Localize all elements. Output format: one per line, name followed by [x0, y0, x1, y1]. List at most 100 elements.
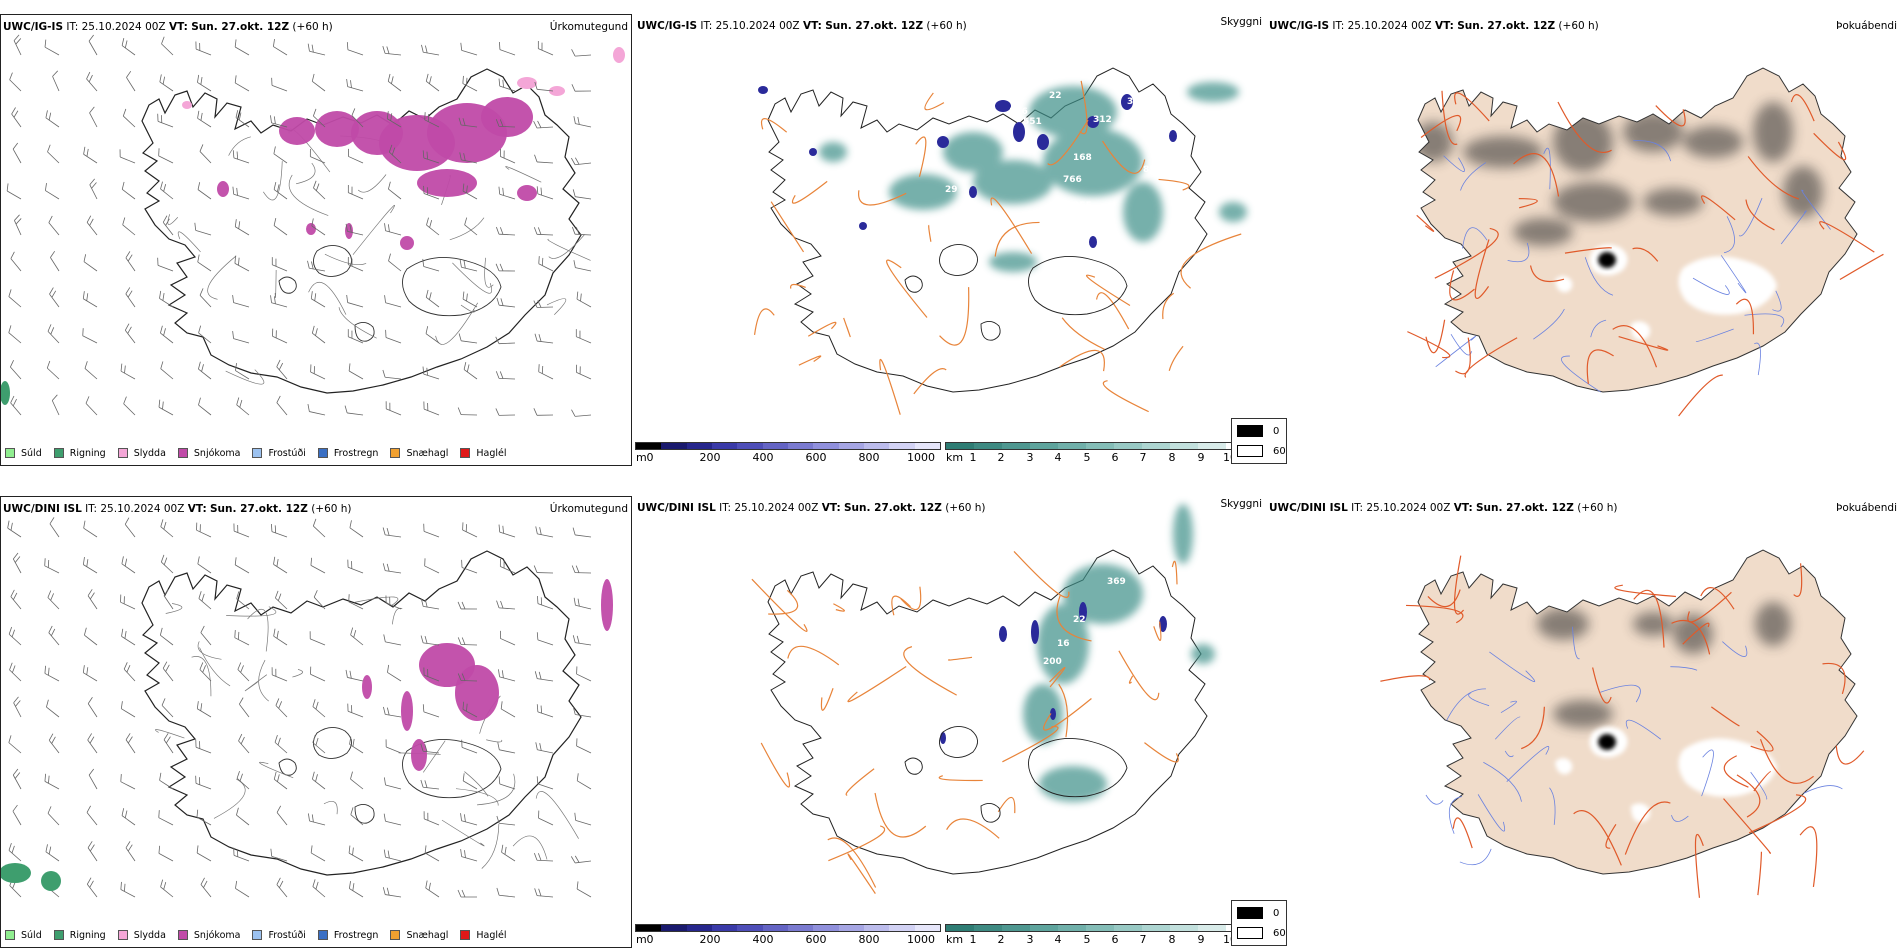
colorbar-cell — [889, 925, 915, 931]
colorbar-cell — [686, 443, 712, 449]
road-network — [1407, 90, 1884, 417]
colorbar-cell — [661, 925, 687, 931]
colorbar-cell — [1142, 443, 1170, 449]
colorbar-cell — [1002, 443, 1030, 449]
colorbar-cell — [813, 925, 839, 931]
legend-label: Súld — [21, 447, 42, 459]
panel-title: Þokuábendi — [1836, 20, 1897, 32]
colorbar-tick: 200 — [699, 451, 721, 464]
vt-label: VT: — [802, 20, 822, 32]
sleet-areas — [182, 47, 625, 109]
it-value: 25.10.2024 00Z — [100, 503, 185, 515]
colorbar-cells — [635, 924, 941, 932]
visibility-value-label: 369 — [1107, 577, 1126, 587]
road-network — [1380, 555, 1865, 898]
colorbar-cell — [1058, 925, 1086, 931]
river-network — [1425, 626, 1843, 866]
model-name: UWC/IG-IS — [3, 21, 64, 33]
map-panel-visibility-row1: UWC/DINI ISL IT: 25.10.2024 00Z VT: Sun.… — [635, 496, 1265, 948]
colorbar-cell — [838, 925, 864, 931]
colorbar-tick: 5 — [1083, 451, 1091, 464]
map-canvas — [1380, 549, 1865, 898]
legend-swatch — [1237, 425, 1263, 437]
run-header: UWC/DINI ISL IT: 25.10.2024 00Z VT: Sun.… — [637, 502, 986, 514]
visibility-value-label: 766 — [1063, 175, 1082, 185]
colorbar-cell — [1170, 443, 1198, 449]
vt-value: Sun. 27.okt. 12Z — [844, 502, 942, 514]
colorbar-cell — [838, 443, 864, 449]
legend-label: Frostúði — [268, 929, 306, 941]
legend-swatch — [177, 448, 188, 458]
colorbar-cell — [863, 925, 890, 931]
low-visibility-m — [758, 86, 1177, 248]
fog-core — [1598, 252, 1616, 268]
colorbar-cell — [737, 925, 763, 931]
colorbar-tick: 3 — [1026, 933, 1034, 946]
fog-core — [1598, 734, 1616, 750]
precip-type-legend: Súld Rigning Slydda Snjókoma Frostúði Frostre… — [5, 445, 519, 461]
legend-item: Frostregn — [317, 448, 378, 459]
panel-title: Skyggni — [1220, 498, 1263, 510]
legend-item: Rigning — [53, 448, 106, 459]
visibility-value-label: 168 — [1073, 153, 1092, 163]
map-canvas — [1, 34, 625, 417]
wind-barbs — [6, 34, 592, 417]
colorbar-cells — [945, 442, 1255, 450]
legend-swatch — [53, 930, 64, 940]
colorbar-cell — [787, 925, 814, 931]
panel-title: Úrkomutegund — [549, 503, 628, 515]
legend-label: Haglél — [476, 929, 507, 941]
legend-label: 0 — [1273, 907, 1280, 919]
legend-swatch — [317, 930, 328, 940]
colorbar-cell — [863, 443, 890, 449]
iceland-coastline — [1417, 549, 1858, 875]
map-panel-fog-row1: UWC/DINI ISL IT: 25.10.2024 00Z VT: Sun.… — [1231, 496, 1900, 948]
colorbar-tick: 800 — [858, 451, 880, 464]
legend-item: Slydda — [117, 448, 166, 459]
colorbar-unit: km — [946, 933, 964, 946]
visibility-m-colorbar: m 0 200 400 600 800 1000 — [635, 442, 941, 468]
vt-label: VT: — [1434, 20, 1454, 32]
panel-title: Skyggni — [1220, 16, 1263, 28]
legend-label: Snæhagl — [406, 447, 449, 459]
colorbar-cell — [762, 443, 788, 449]
model-name: UWC/DINI ISL — [1269, 502, 1348, 514]
colorbar-tick: 4 — [1054, 451, 1062, 464]
colorbar-cell — [946, 925, 974, 931]
legend-swatch — [53, 448, 64, 458]
it-label: IT: — [1351, 502, 1364, 514]
colorbar-cell — [1198, 925, 1226, 931]
colorbar-tick: 2 — [997, 451, 1005, 464]
colorbar-tick: 0 — [646, 933, 654, 946]
low-visibility-km — [1023, 504, 1215, 802]
colorbar-cell — [946, 443, 974, 449]
legend-item: 60 — [1237, 927, 1286, 939]
it-value: 25.10.2024 00Z — [81, 21, 166, 33]
legend-label: Snjókoma — [193, 929, 241, 941]
colorbar-cell — [1114, 925, 1142, 931]
lead-time: (+60 h) — [311, 503, 352, 515]
colorbar-unit: m — [636, 933, 647, 946]
legend-label: 60 — [1273, 445, 1286, 457]
lead-time: (+60 h) — [1558, 20, 1599, 32]
legend-item: Frostúði — [252, 448, 306, 459]
colorbar-cell — [813, 443, 839, 449]
vt-value: Sun. 27.okt. 12Z — [191, 21, 290, 33]
colorbar-tick: 6 — [1111, 933, 1119, 946]
colorbar-cell — [1058, 443, 1086, 449]
iceland-coastline — [1417, 67, 1858, 393]
run-header: UWC/IG-IS IT: 25.10.2024 00Z VT: Sun. 27… — [1269, 20, 1599, 32]
legend-swatch — [117, 448, 128, 458]
legend-item: 60 — [1237, 445, 1286, 457]
colorbar-tick: 1 — [969, 933, 977, 946]
visibility-m-colorbar: m 0 200 400 600 800 1000 — [635, 924, 941, 950]
legend-swatch — [390, 930, 401, 940]
legend-item: Snjókoma — [177, 929, 241, 941]
vt-value: Sun. 27.okt. 12Z — [1476, 502, 1574, 514]
colorbar-tick: 600 — [805, 933, 827, 946]
legend-swatch — [1237, 445, 1263, 457]
snow-areas — [217, 97, 537, 250]
visibility-value-label: 398 — [1127, 97, 1146, 107]
snow-areas — [362, 579, 613, 771]
legend-item: Haglél — [460, 929, 507, 941]
